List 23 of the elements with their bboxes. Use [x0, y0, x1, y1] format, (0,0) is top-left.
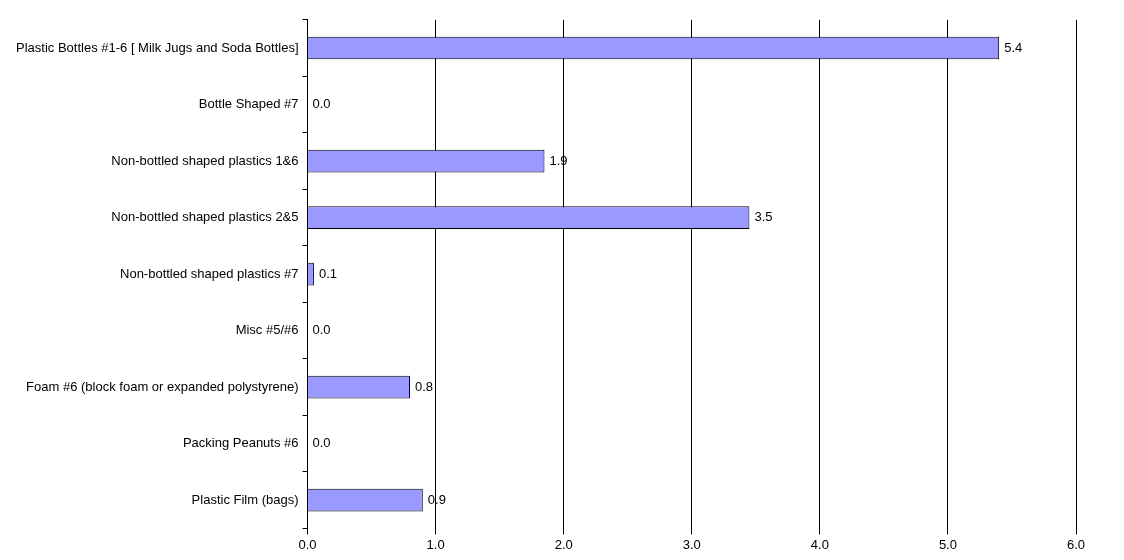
x-tick-label: 4.0	[810, 536, 829, 552]
data-label: 0.0	[312, 96, 331, 112]
y-tick-label: Non-bottled shaped plastics #7	[120, 265, 299, 281]
y-tick-label: Non-bottled shaped plastics 1&6	[111, 152, 299, 168]
data-label: 0.8	[414, 378, 434, 394]
y-tick-label: Packing Peanuts #6	[182, 435, 299, 451]
y-tick-label: Non-bottled shaped plastics 2&5	[111, 209, 299, 225]
x-tick-label: 3.0	[682, 536, 701, 552]
x-tick-label: 1.0	[426, 536, 445, 552]
y-tick-label: Plastic Bottles #1-6 [ Milk Jugs and Soda Bottles]	[16, 39, 299, 55]
x-tick-label: 5.0	[938, 536, 957, 552]
x-tick-label: 2.0	[554, 536, 573, 552]
data-label: 5.4	[1004, 39, 1023, 55]
x-tick-label: 6.0	[1066, 536, 1086, 552]
y-tick-label: Foam #6 (block foam or expanded polystyrene)	[26, 378, 299, 394]
y-tick-label: Misc #5/#6	[235, 322, 299, 338]
data-label: 0.1	[318, 265, 338, 281]
x-tick-label: 0.0	[298, 536, 317, 552]
data-label: 0.0	[312, 322, 331, 338]
y-tick-label: Plastic Film (bags)	[191, 491, 299, 507]
y-tick-label: Bottle Shaped #7	[198, 96, 299, 112]
data-label: 0.0	[312, 435, 331, 451]
data-label: 3.5	[754, 209, 773, 225]
